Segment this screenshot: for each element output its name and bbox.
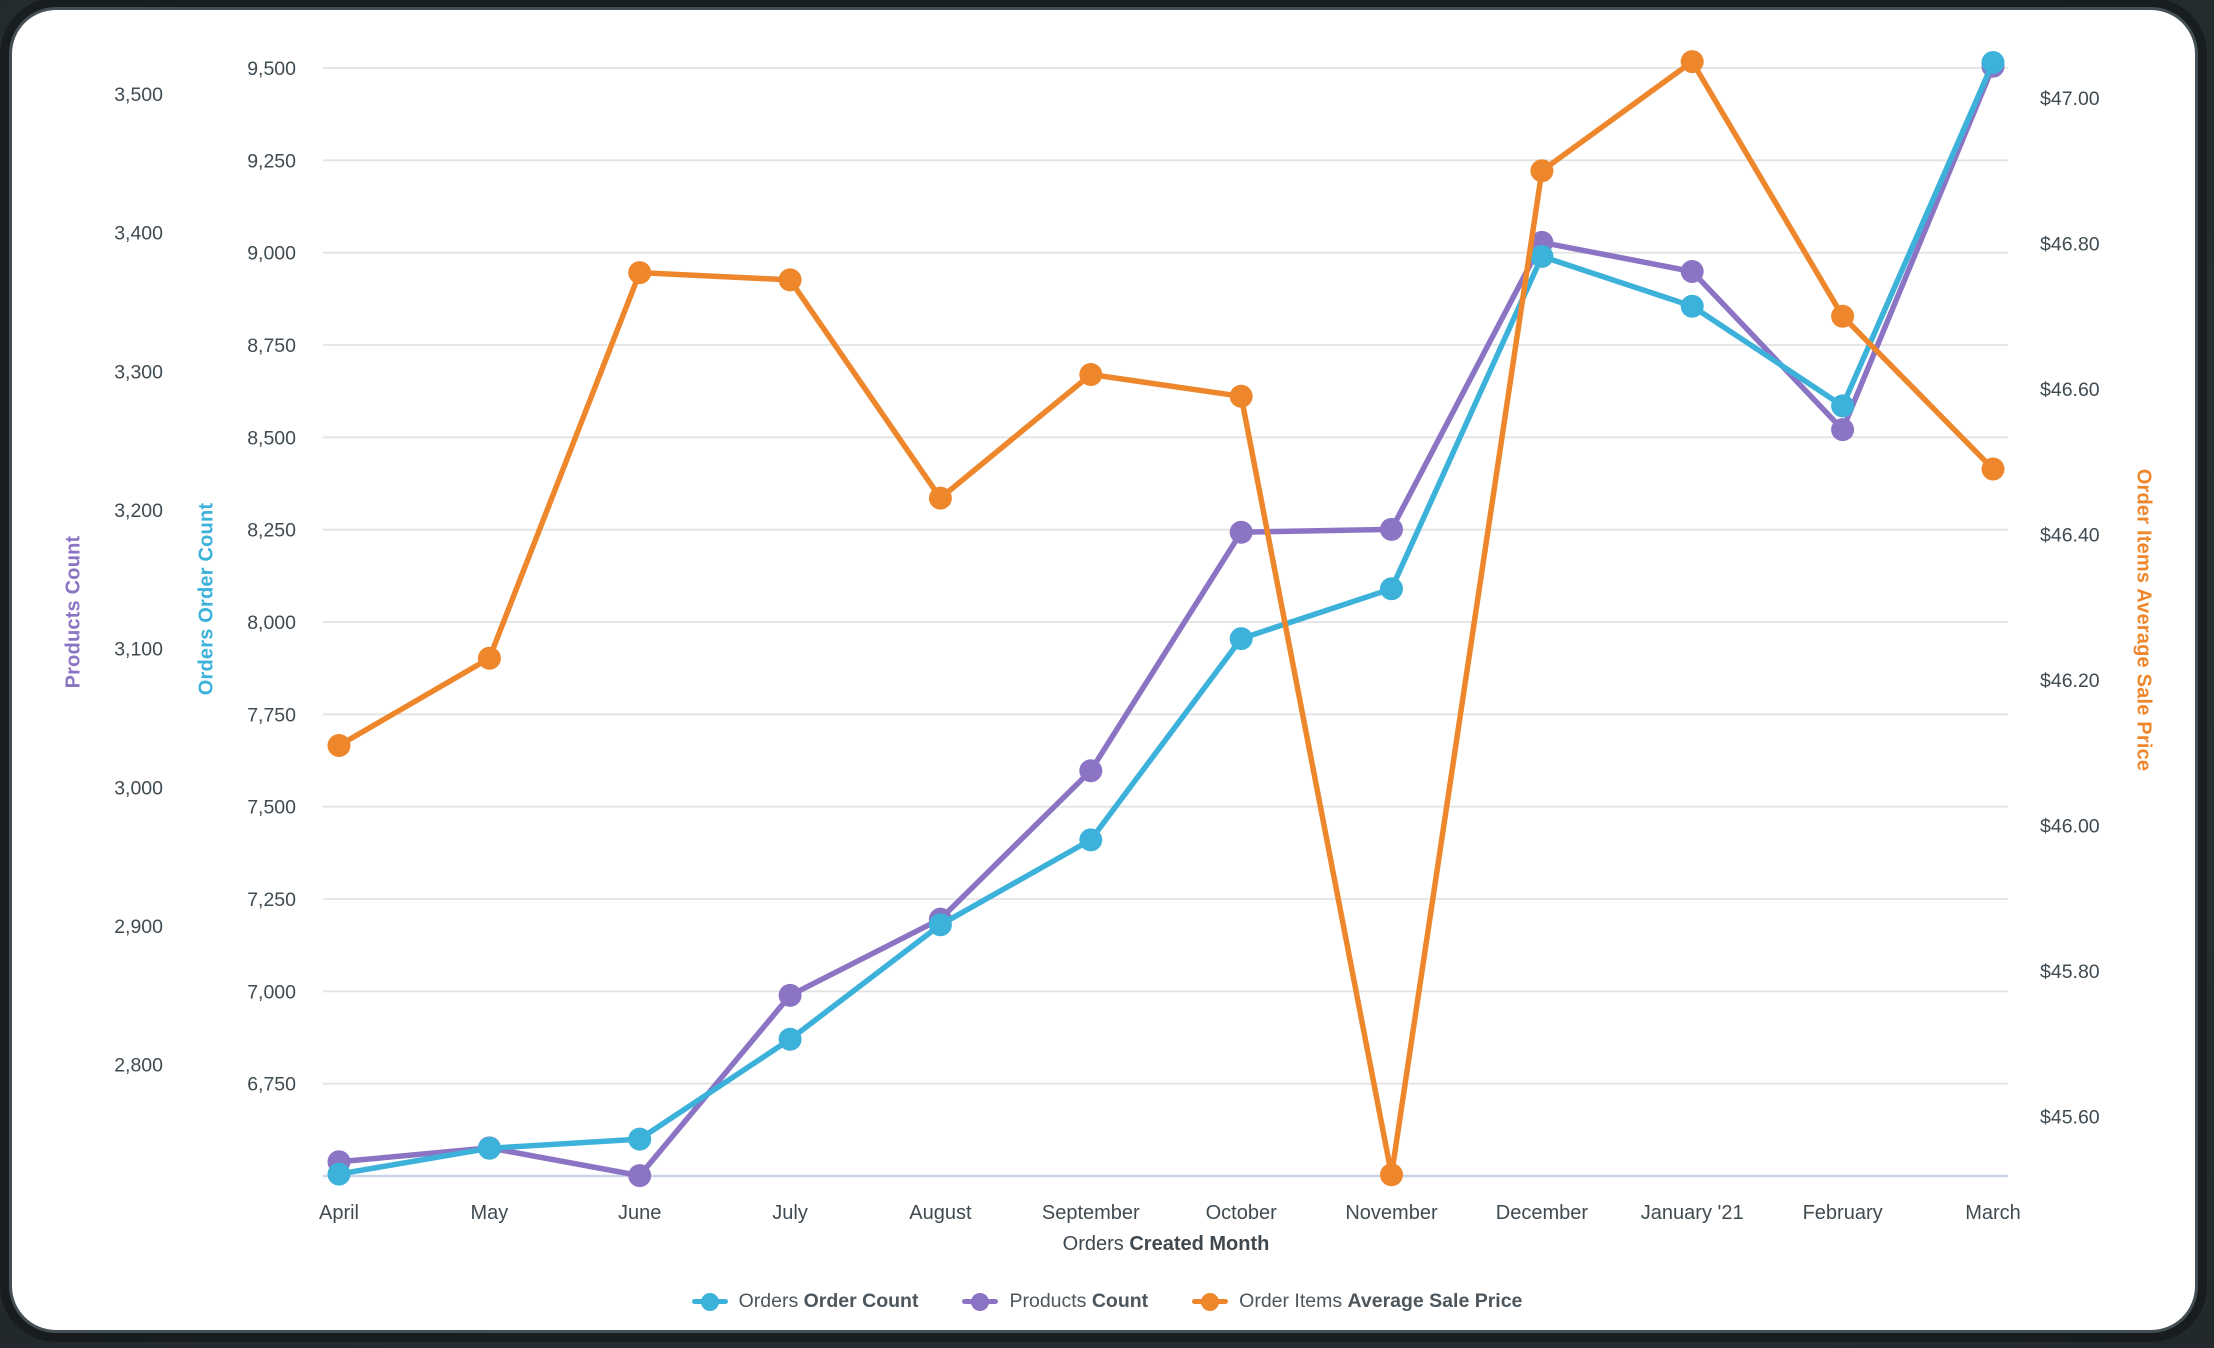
- products-count-axis-title: Products Count: [62, 535, 85, 689]
- orders-axis-tick-label: 7,500: [247, 797, 296, 819]
- price-data-point-april[interactable]: [327, 734, 351, 757]
- x-tick-label-january-21: January '21: [1641, 1202, 1744, 1224]
- products-axis-tick-label: 3,500: [114, 84, 163, 106]
- chart-legend: Orders Order Count Products Count Order …: [0, 1290, 2214, 1313]
- price-data-point-january-21[interactable]: [1680, 50, 1704, 74]
- price-data-point-september[interactable]: [1079, 363, 1103, 386]
- price-axis-tick-label: $46.20: [2040, 670, 2100, 692]
- price-series-line[interactable]: [336, 58, 1996, 1178]
- price-data-point-december[interactable]: [1530, 159, 1554, 183]
- price-series-legend-glyph-icon: [1192, 1292, 1229, 1312]
- orders-axis-tick-label: 9,500: [247, 58, 296, 80]
- price-data-point-august[interactable]: [928, 486, 952, 510]
- price-axis-tick-label: $46.60: [2040, 379, 2100, 401]
- orders-axis-tick-label: 8,750: [247, 335, 296, 357]
- products-data-point-september[interactable]: [1079, 759, 1103, 783]
- price-axis-tick-label: $46.00: [2040, 816, 2100, 838]
- products-axis-tick-label: 3,200: [114, 500, 163, 522]
- orders-data-point-june[interactable]: [628, 1127, 652, 1151]
- legend-label-products: Products Count: [1009, 1290, 1149, 1312]
- products-data-point-june[interactable]: [628, 1164, 652, 1188]
- x-tick-label-february: February: [1803, 1202, 1883, 1224]
- orders-data-point-march[interactable]: [1981, 51, 2005, 74]
- x-axis-title: Orders Created Month: [1063, 1233, 1270, 1256]
- orders-data-point-october[interactable]: [1229, 627, 1253, 651]
- x-tick-label-august: August: [909, 1202, 972, 1224]
- price-data-point-november[interactable]: [1380, 1163, 1403, 1187]
- orders-series-line[interactable]: [336, 59, 1996, 1177]
- price-data-point-march[interactable]: [1981, 457, 2005, 481]
- products-data-point-november[interactable]: [1380, 517, 1403, 541]
- x-tick-label-september: September: [1042, 1202, 1140, 1224]
- x-tick-label-may: May: [471, 1202, 509, 1224]
- orders-data-point-december[interactable]: [1530, 244, 1554, 268]
- products-axis-tick-label: 3,000: [114, 777, 163, 799]
- orders-order-count-axis-title: Orders Order Count: [195, 502, 218, 696]
- price-data-point-october[interactable]: [1229, 384, 1253, 408]
- x-tick-label-april: April: [319, 1202, 359, 1224]
- products-axis-tick-label: 3,300: [114, 361, 163, 383]
- chart-card: [12, 10, 2195, 1330]
- products-axis-tick-label: 3,400: [114, 223, 163, 245]
- legend-label-price: Order Items Average Sale Price: [1239, 1290, 1523, 1312]
- price-data-point-june[interactable]: [628, 261, 652, 285]
- x-tick-label-december: December: [1496, 1202, 1589, 1224]
- orders-axis-tick-label: 8,250: [247, 520, 296, 542]
- orders-axis-tick-label: 7,750: [247, 704, 296, 726]
- products-data-point-october[interactable]: [1229, 520, 1253, 544]
- price-axis-tick-label: $46.80: [2040, 234, 2100, 256]
- products-data-point-january-21[interactable]: [1680, 260, 1704, 283]
- orders-data-point-february[interactable]: [1831, 394, 1855, 418]
- price-axis-tick-label: $47.00: [2040, 88, 2100, 110]
- orders-data-point-november[interactable]: [1380, 577, 1403, 601]
- price-axis-tick-label: $45.80: [2040, 961, 2100, 983]
- products-data-point-july[interactable]: [778, 983, 802, 1007]
- price-data-point-may[interactable]: [477, 646, 501, 670]
- products-axis-tick-label: 2,800: [114, 1055, 163, 1077]
- orders-axis-tick-label: 8,500: [247, 427, 296, 449]
- x-tick-label-november: November: [1345, 1202, 1438, 1224]
- products-data-point-february[interactable]: [1831, 418, 1855, 442]
- x-tick-label-march: March: [1965, 1202, 2021, 1224]
- legend-label-orders: Orders Order Count: [738, 1290, 919, 1312]
- price-axis-tick-label: $46.40: [2040, 525, 2100, 547]
- products-series-legend-glyph-icon: [962, 1292, 999, 1312]
- orders-axis-tick-label: 7,000: [247, 981, 296, 1003]
- orders-data-point-may[interactable]: [477, 1136, 501, 1160]
- orders-axis-tick-label: 7,250: [247, 889, 296, 911]
- orders-axis-tick-label: 6,750: [247, 1074, 296, 1096]
- legend-item-products-count[interactable]: Products Count: [962, 1290, 1148, 1313]
- price-axis-tick-label: $45.60: [2040, 1107, 2100, 1129]
- orders-data-point-april[interactable]: [327, 1162, 351, 1186]
- x-axis-title-field: Created Month: [1129, 1233, 1270, 1255]
- x-axis-title-view: Orders: [1062, 1233, 1124, 1255]
- x-tick-label-october: October: [1206, 1202, 1277, 1224]
- x-tick-label-june: June: [618, 1202, 661, 1224]
- products-axis-tick-label: 3,100: [114, 639, 163, 661]
- price-data-point-july[interactable]: [778, 268, 802, 292]
- products-axis-tick-label: 2,900: [114, 916, 163, 938]
- legend-item-orders-order-count[interactable]: Orders Order Count: [691, 1290, 919, 1313]
- orders-axis-tick-label: 8,000: [247, 612, 296, 634]
- orders-data-point-july[interactable]: [778, 1027, 802, 1051]
- legend-item-average-sale-price[interactable]: Order Items Average Sale Price: [1192, 1290, 1522, 1313]
- orders-data-point-september[interactable]: [1079, 828, 1103, 852]
- orders-data-point-august[interactable]: [928, 913, 952, 937]
- x-tick-label-july: July: [772, 1202, 808, 1224]
- price-data-point-february[interactable]: [1831, 304, 1855, 328]
- products-series-line[interactable]: [336, 63, 1996, 1179]
- orders-axis-tick-label: 9,000: [247, 243, 296, 265]
- average-sale-price-axis-title: Order Items Average Sale Price: [2132, 468, 2155, 772]
- orders-series-legend-glyph-icon: [691, 1292, 728, 1312]
- orders-data-point-january-21[interactable]: [1680, 294, 1704, 318]
- orders-axis-tick-label: 9,250: [247, 150, 296, 172]
